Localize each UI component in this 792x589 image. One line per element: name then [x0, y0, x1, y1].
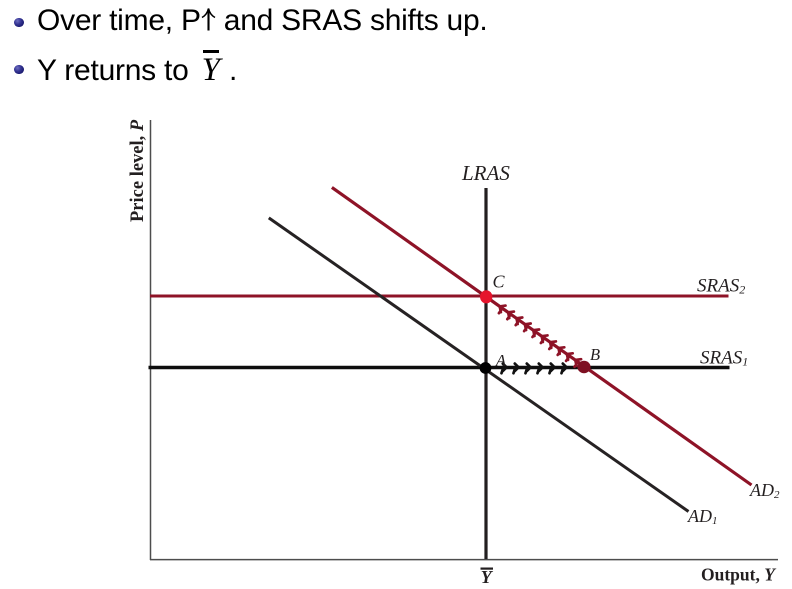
svg-text:SRAS2: SRAS2 [697, 276, 745, 297]
svg-text:B: B [590, 345, 600, 364]
svg-text:Output, Y: Output, Y [701, 565, 777, 585]
svg-text:C: C [493, 272, 506, 292]
svg-text:A: A [495, 351, 507, 370]
svg-text:AD2: AD2 [749, 480, 780, 501]
svg-text:SRAS1: SRAS1 [700, 347, 748, 368]
svg-text:Y: Y [481, 567, 494, 587]
svg-text:Price level, P: Price level, P [128, 119, 148, 222]
svg-text:AD1: AD1 [687, 506, 718, 527]
svg-text:LRAS: LRAS [461, 161, 510, 185]
